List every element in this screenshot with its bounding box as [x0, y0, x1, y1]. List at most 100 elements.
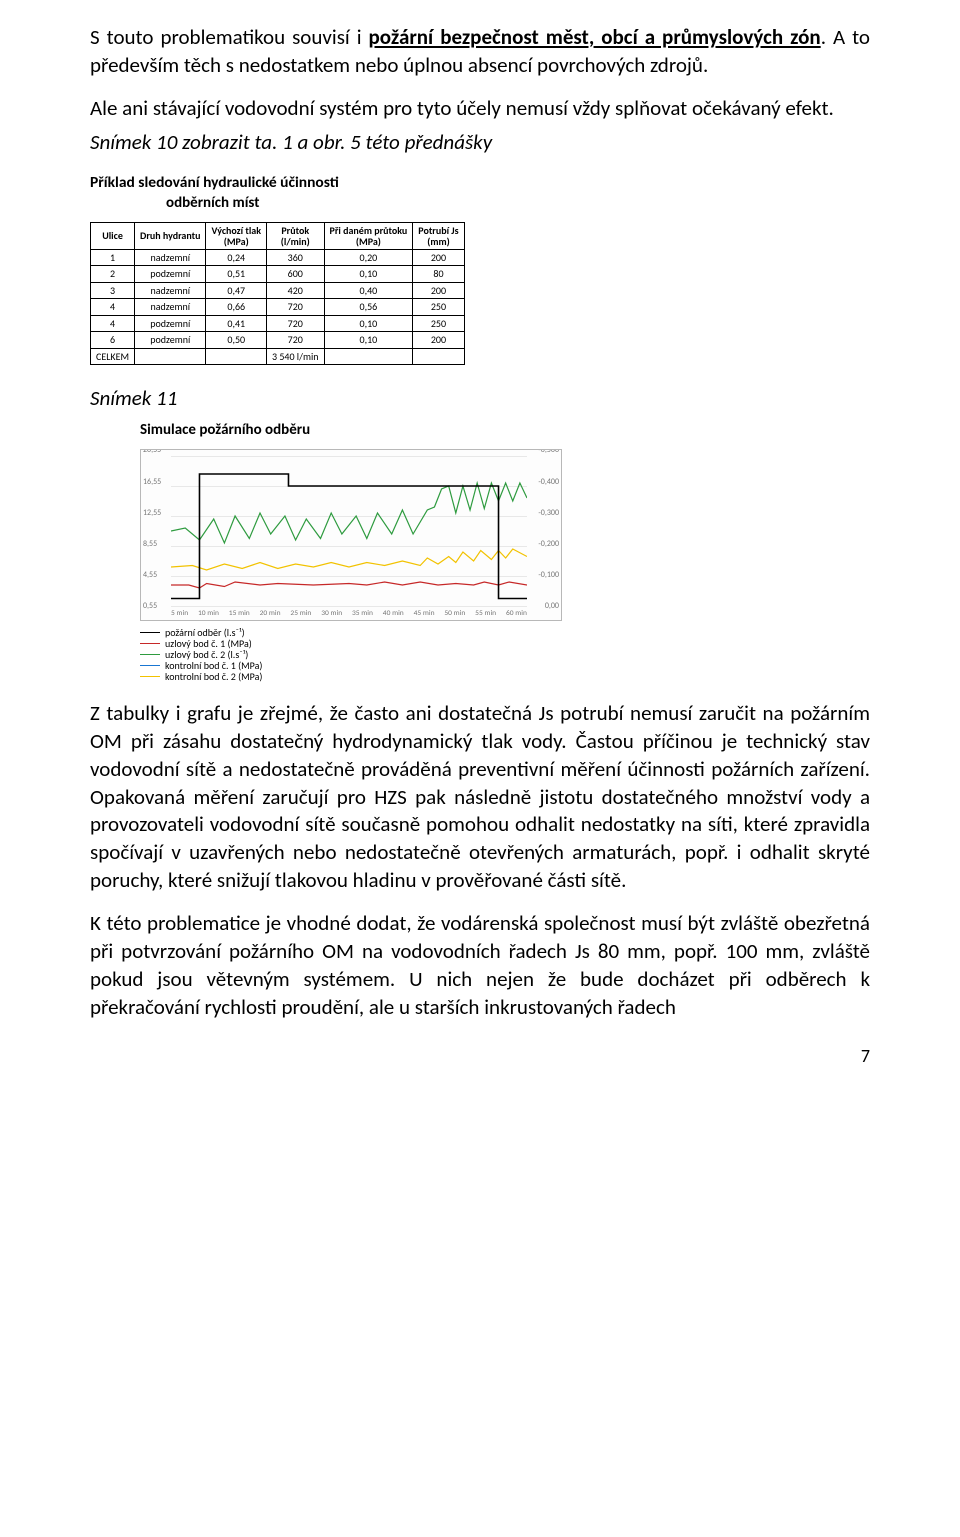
table-cell: 6: [91, 332, 135, 349]
table-cell: 0,51: [206, 266, 267, 283]
x-tick: 10 min: [198, 609, 219, 618]
example-subtitle: odběrních míst: [166, 194, 870, 212]
chart-svg: [171, 456, 527, 606]
hydrant-table: Ulice Druh hydrantu Výchozí tlak (MPa) P…: [90, 222, 465, 366]
legend-swatch: [140, 643, 160, 644]
total-blank-4: [413, 348, 464, 365]
th-prutok: Průtok (l/min): [267, 222, 325, 249]
table-cell: 0,24: [206, 249, 267, 266]
chart-series-yellow: [171, 549, 527, 570]
table-total-row: CELKEM 3 540 l/min: [91, 348, 465, 365]
table-cell: 420: [267, 282, 325, 299]
x-tick: 60 min: [506, 609, 527, 618]
x-tick: 35 min: [352, 609, 373, 618]
legend-label: kontrolní bod č. 2 (MPa): [165, 671, 262, 682]
table-row: 4podzemní0,417200,10250: [91, 315, 465, 332]
y-tick-left: 20,55: [143, 449, 161, 455]
chart-y-axis-right: -0,500-0,400-0,300-0,200-0,1000,00: [529, 450, 559, 606]
y-tick-left: 16,55: [143, 477, 161, 487]
page-number: 7: [90, 1045, 870, 1067]
table-cell: 720: [267, 315, 325, 332]
table-cell: 0,56: [324, 299, 413, 316]
intro-p1-pre: S touto problematikou souvisí i: [90, 24, 369, 50]
chart-x-axis: 5 min10 min15 min20 min25 min30 min35 mi…: [171, 609, 527, 618]
table-cell: 0,41: [206, 315, 267, 332]
y-tick-left: 0,55: [143, 601, 157, 611]
page: S touto problematikou souvisí i požární …: [0, 0, 960, 1107]
slide-11-label: Snímek 11: [90, 385, 870, 411]
table-cell: 0,50: [206, 332, 267, 349]
table-cell: 0,10: [324, 315, 413, 332]
legend-swatch: [140, 676, 160, 677]
x-tick: 45 min: [414, 609, 435, 618]
legend-swatch: [140, 632, 160, 633]
table-cell: 80: [413, 266, 464, 283]
table-cell: 4: [91, 299, 135, 316]
th-druh: Druh hydrantu: [135, 222, 206, 249]
table-cell: 600: [267, 266, 325, 283]
legend-swatch: [140, 665, 160, 666]
body-para-1: Z tabulky i grafu je zřejmé, že často an…: [90, 700, 870, 894]
example-title: Příklad sledování hydraulické účinnosti: [90, 173, 870, 192]
intro-para-1: S touto problematikou souvisí i požární …: [90, 24, 870, 79]
intro-para-2: Ale ani stávající vodovodní systém pro t…: [90, 95, 870, 123]
total-blank-1: [135, 348, 206, 365]
x-tick: 15 min: [229, 609, 250, 618]
legend-swatch: [140, 654, 160, 655]
chart-series-red: [171, 582, 527, 588]
table-cell: 0,10: [324, 266, 413, 283]
table-cell: nadzemní: [135, 299, 206, 316]
th-ulice: Ulice: [91, 222, 135, 249]
total-label: CELKEM: [91, 348, 135, 365]
table-cell: 0,20: [324, 249, 413, 266]
table-cell: nadzemní: [135, 249, 206, 266]
y-tick-left: 8,55: [143, 539, 157, 549]
body-para-2: K této problematice je vhodné dodat, že …: [90, 910, 870, 1021]
intro-para-3: Snímek 10 zobrazit ta. 1 a obr. 5 této p…: [90, 129, 870, 157]
table-cell: 720: [267, 299, 325, 316]
table-cell: 200: [413, 249, 464, 266]
table-cell: 0,47: [206, 282, 267, 299]
y-tick-right: -0,300: [538, 508, 559, 518]
table-row: 4nadzemní0,667200,56250: [91, 299, 465, 316]
table-cell: 720: [267, 332, 325, 349]
legend-row: uzlový bod č. 1 (MPa): [140, 638, 870, 649]
chart-y-axis-left: 20,5516,5512,558,554,550,55: [143, 450, 169, 606]
th-prutok-l2: (l/min): [281, 235, 310, 248]
table-row: 3nadzemní0,474200,40200: [91, 282, 465, 299]
chart-series-green: [171, 483, 527, 543]
x-tick: 30 min: [321, 609, 342, 618]
chart-legend: požární odběr (l.s⁻¹)uzlový bod č. 1 (MP…: [140, 627, 870, 682]
chart-lines: [171, 456, 527, 606]
table-cell: 0,66: [206, 299, 267, 316]
intro-p1-bold: požární bezpečnost měst, obcí a průmyslo…: [369, 24, 821, 50]
th-pri-l2: (MPa): [356, 235, 381, 248]
y-tick-right: -0,100: [538, 570, 559, 580]
chart-series-black: [171, 474, 527, 599]
chart-image: 20,55 16,55 12,55 8,55 4,55 0,55 -0,500 -0,400…: [140, 449, 562, 621]
table-cell: podzemní: [135, 315, 206, 332]
th-vychozi: Výchozí tlak (MPa): [206, 222, 267, 249]
y-tick-left: 12,55: [143, 508, 161, 518]
table-cell: 200: [413, 282, 464, 299]
x-tick: 40 min: [383, 609, 404, 618]
table-cell: 4: [91, 315, 135, 332]
th-vychozi-l2: (MPa): [224, 235, 249, 248]
table-cell: 200: [413, 332, 464, 349]
table-cell: 1: [91, 249, 135, 266]
table-cell: 2: [91, 266, 135, 283]
table-cell: 250: [413, 299, 464, 316]
y-tick-left: 4,55: [143, 570, 157, 580]
table-cell: 0,10: [324, 332, 413, 349]
table-cell: 3: [91, 282, 135, 299]
y-tick-right: -0,500: [538, 449, 559, 455]
table-cell: podzemní: [135, 332, 206, 349]
th-potrubi-l2: (mm): [427, 235, 450, 248]
total-blank-2: [206, 348, 267, 365]
table-cell: nadzemní: [135, 282, 206, 299]
y-tick-right: -0,200: [538, 539, 559, 549]
table-row: 6podzemní0,507200,10200: [91, 332, 465, 349]
table-row: 2podzemní0,516000,1080: [91, 266, 465, 283]
y-tick-right: -0,400: [538, 477, 559, 487]
y-tick-right: 0,00: [545, 601, 559, 611]
